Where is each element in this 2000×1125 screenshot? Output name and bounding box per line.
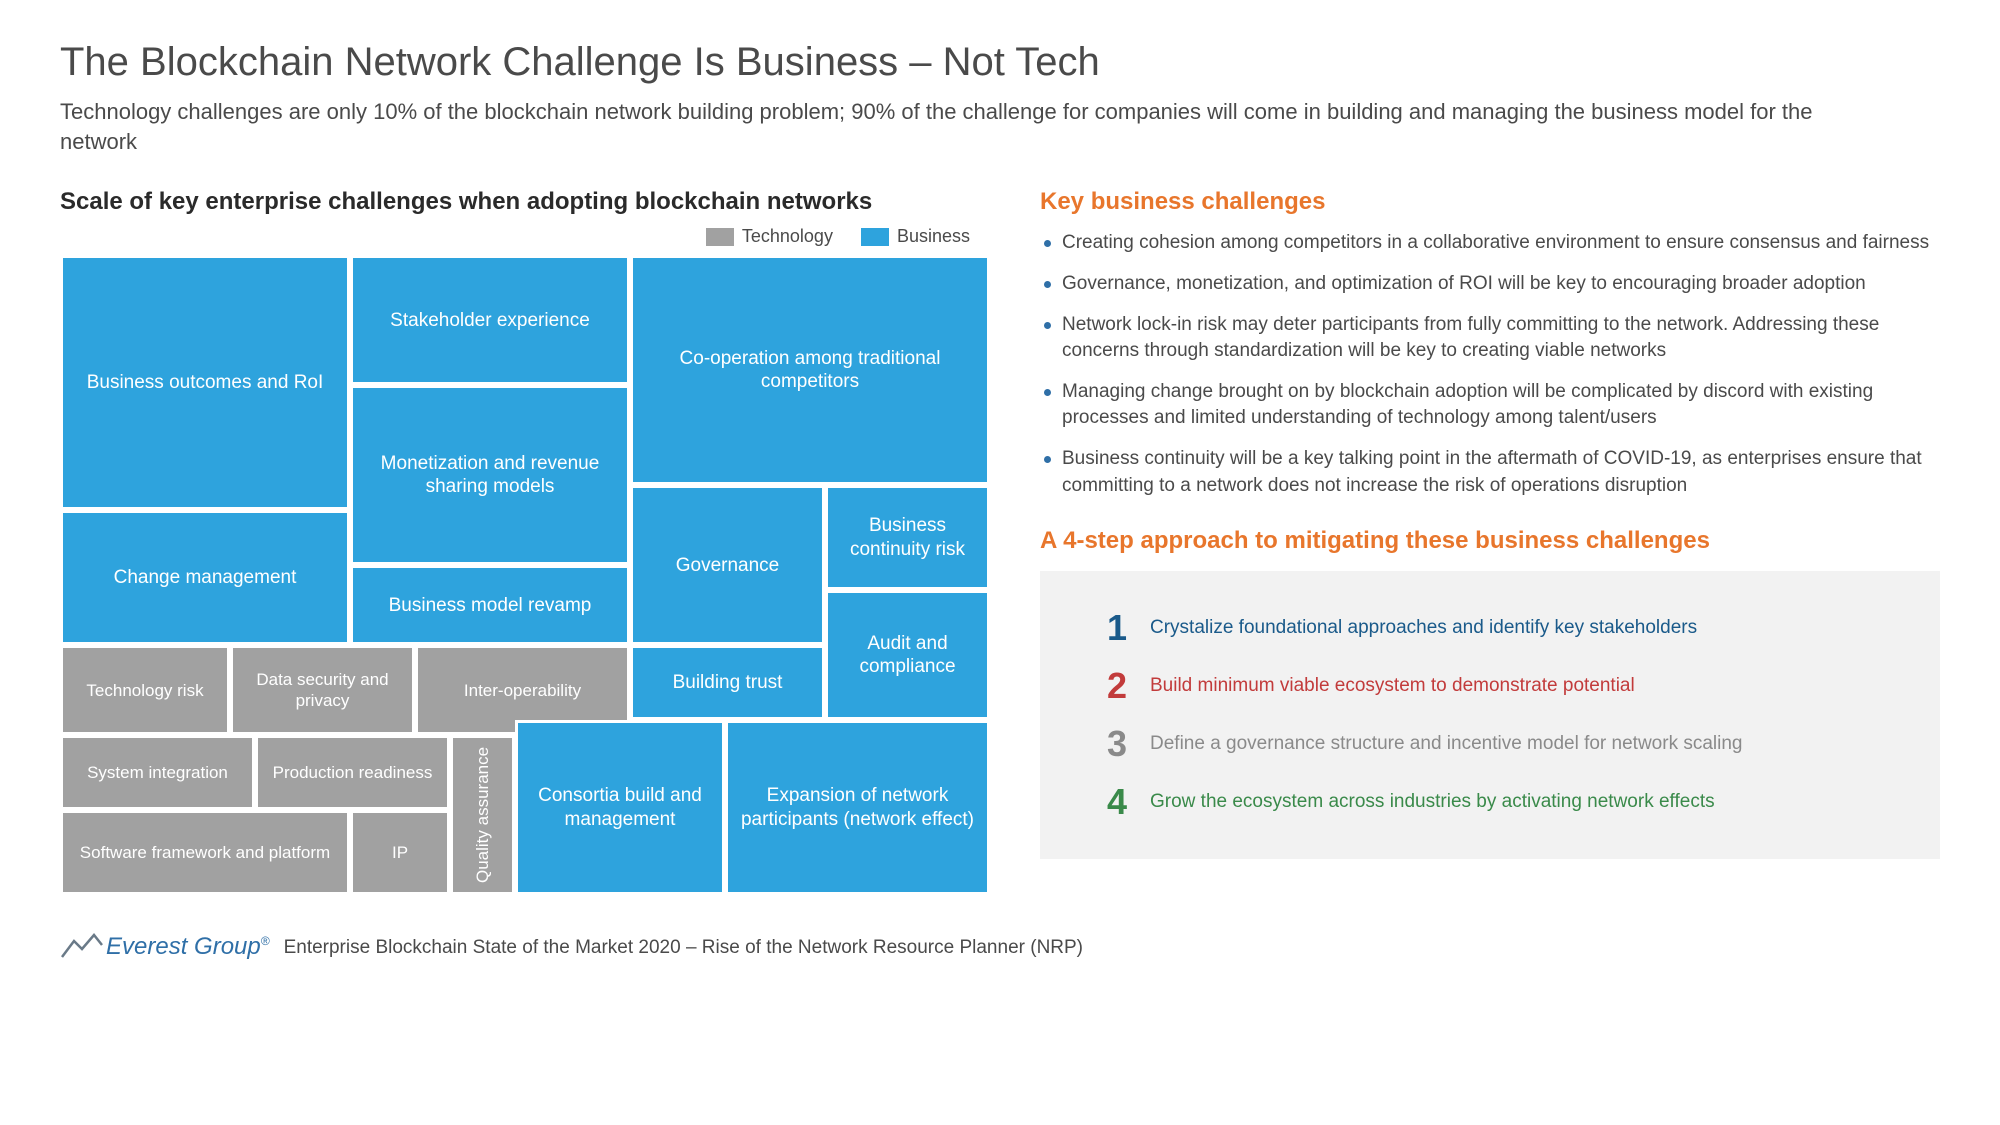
treemap-cell: Data security and privacy [230,645,415,735]
treemap-cell: Monetization and revenue sharing models [350,385,630,565]
treemap-cell: Change management [60,510,350,645]
treemap-cell: Governance [630,485,825,645]
legend-tech-swatch [706,228,734,246]
treemap-cell: Business outcomes and RoI [60,255,350,510]
approach-step: 1 Crystalize foundational approaches and … [1100,607,1910,649]
legend-technology: Technology [706,226,833,247]
approach-step: 2 Build minimum viable ecosystem to demon… [1100,665,1910,707]
step-text: Define a governance structure and incent… [1150,732,1743,757]
step-number: 1 [1100,607,1134,649]
challenge-bullet: Creating cohesion among competitors in a… [1040,230,1940,257]
treemap-cell: Consortia build and management [515,720,725,895]
footer: Everest Group® Enterprise Blockchain Sta… [60,931,1940,961]
approach-steps-box: 1 Crystalize foundational approaches and … [1040,571,1940,859]
logo-mark-icon [60,931,104,961]
main-content: Scale of key enterprise challenges when … [60,188,1940,895]
challenge-bullet: Network lock-in risk may deter participa… [1040,312,1940,365]
challenge-bullet: Business continuity will be a key talkin… [1040,446,1940,499]
legend-biz-label: Business [897,226,970,247]
treemap-heading: Scale of key enterprise challenges when … [60,188,990,216]
right-panel: Key business challenges Creating cohesio… [1040,188,1940,895]
key-challenges-list: Creating cohesion among competitors in a… [1040,230,1940,499]
treemap-cell: Business continuity risk [825,485,990,590]
challenge-bullet: Managing change brought on by blockchain… [1040,379,1940,432]
treemap-cell: Production readiness [255,735,450,810]
footer-caption: Enterprise Blockchain State of the Marke… [284,937,1083,961]
treemap-cell: Quality assurance [450,735,515,895]
legend-biz-swatch [861,228,889,246]
key-challenges-heading: Key business challenges [1040,188,1940,216]
legend-business: Business [861,226,970,247]
challenge-bullet: Governance, monetization, and optimizati… [1040,271,1940,298]
approach-step: 3 Define a governance structure and incen… [1100,723,1910,765]
treemap-chart: Business outcomes and RoIStakeholder exp… [60,255,990,895]
treemap-cell: Co-operation among traditional competito… [630,255,990,485]
step-number: 2 [1100,665,1134,707]
treemap-cell: Software framework and platform [60,810,350,895]
step-text: Grow the ecosystem across industries by … [1150,790,1715,815]
approach-step: 4 Grow the ecosystem across industries by… [1100,781,1910,823]
treemap-legend: Technology Business [60,226,990,247]
treemap-cell: Technology risk [60,645,230,735]
logo-text: Everest Group® [106,933,270,961]
treemap-cell: Expansion of network participants (netwo… [725,720,990,895]
page-subtitle: Technology challenges are only 10% of th… [60,97,1880,156]
page-title: The Blockchain Network Challenge Is Busi… [60,40,1940,85]
treemap-cell: Business model revamp [350,565,630,645]
approach-heading: A 4-step approach to mitigating these bu… [1040,527,1940,555]
treemap-panel: Scale of key enterprise challenges when … [60,188,990,895]
treemap-cell: Stakeholder experience [350,255,630,385]
legend-tech-label: Technology [742,226,833,247]
step-text: Crystalize foundational approaches and i… [1150,616,1697,641]
treemap-cell: Audit and compliance [825,590,990,720]
treemap-cell: IP [350,810,450,895]
treemap-cell: System integration [60,735,255,810]
step-number: 3 [1100,723,1134,765]
step-text: Build minimum viable ecosystem to demons… [1150,674,1635,699]
step-number: 4 [1100,781,1134,823]
treemap-cell: Building trust [630,645,825,720]
brand-logo: Everest Group® [60,931,270,961]
